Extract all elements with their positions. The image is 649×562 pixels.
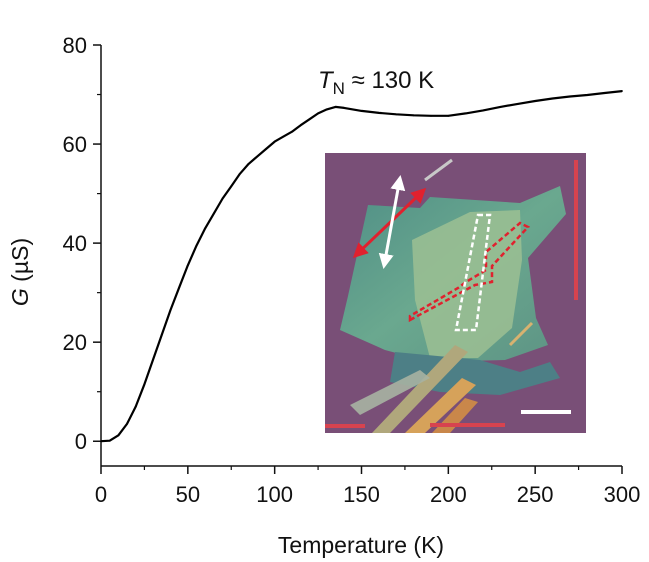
y-axis-title: G (µS) [7, 238, 33, 306]
y-tick-label: 0 [75, 429, 87, 454]
data-point [134, 405, 137, 408]
data-point [247, 162, 250, 165]
inset-micrograph [325, 153, 586, 433]
y-tick-label: 20 [63, 330, 87, 355]
data-point [430, 114, 432, 117]
data-point [265, 148, 267, 150]
series-line [100, 90, 623, 443]
data-point [256, 155, 259, 158]
data-point [360, 109, 363, 112]
data-point [152, 358, 155, 361]
x-axis-title: Temperature (K) [278, 532, 444, 558]
inset-white-arrow [378, 175, 406, 269]
data-point [334, 106, 337, 108]
x-tick-label: 150 [343, 482, 380, 507]
data-point [230, 185, 233, 188]
data-point [178, 286, 181, 289]
axis-ticks: 0 50 100 150 200 250 300 0 20 40 60 80 [63, 33, 641, 507]
data-point [308, 118, 311, 121]
inset-needle-top [424, 158, 453, 182]
data-point [186, 264, 189, 267]
data-point [100, 440, 102, 443]
inset-red-outline-region [408, 221, 531, 323]
data-point [282, 135, 285, 138]
inset-white-outline-region [454, 213, 492, 332]
data-point [586, 94, 589, 96]
annotation-subscript: N [333, 79, 345, 98]
data-point [325, 108, 328, 111]
data-point [534, 100, 537, 102]
data-point [273, 140, 276, 143]
data-point [343, 107, 346, 109]
data-point [221, 197, 224, 200]
data-point [499, 106, 502, 108]
x-tick-label: 300 [604, 482, 641, 507]
data-point [395, 113, 398, 116]
x-tick-label: 100 [256, 482, 293, 507]
inset-contact-4 [350, 370, 430, 415]
data-point [317, 112, 319, 115]
data-point [377, 111, 380, 114]
data-point [291, 130, 293, 133]
data-point [621, 90, 623, 92]
data-point [160, 333, 163, 336]
y-axis-symbol: G [7, 288, 33, 306]
data-point [195, 244, 198, 247]
data-point [117, 434, 120, 437]
data-point [239, 172, 241, 175]
data-point [412, 114, 415, 117]
series-group [100, 90, 623, 443]
inset-flake-light [412, 210, 522, 358]
data-point [603, 92, 606, 94]
neel-temperature-annotation: TN ≈ 130 K [318, 67, 434, 98]
data-point [169, 309, 172, 311]
data-point [126, 423, 128, 425]
inset-contact-2 [405, 378, 476, 433]
data-point [464, 112, 467, 115]
y-tick-label: 60 [63, 132, 87, 157]
x-tick-label: 0 [95, 482, 107, 507]
data-point [351, 108, 354, 111]
data-point [482, 109, 484, 112]
data-point [299, 124, 302, 127]
x-tick-label: 50 [176, 482, 200, 507]
data-point [143, 383, 146, 386]
annotation-text: ≈ 130 K [345, 67, 434, 94]
inset-needle-mid [508, 321, 534, 347]
data-point [516, 103, 519, 105]
data-point [212, 212, 215, 215]
data-point [204, 227, 207, 230]
data-point [551, 97, 554, 100]
data-point [569, 95, 571, 98]
annotation-symbol: T [318, 67, 335, 94]
data-point [447, 114, 450, 117]
data-point [108, 439, 111, 442]
x-tick-label: 250 [517, 482, 554, 507]
y-tick-label: 40 [63, 231, 87, 256]
x-tick-label: 200 [430, 482, 467, 507]
y-tick-label: 80 [63, 33, 87, 58]
y-axis-unit: (µS) [7, 238, 33, 288]
inset-contact-1 [372, 345, 468, 433]
